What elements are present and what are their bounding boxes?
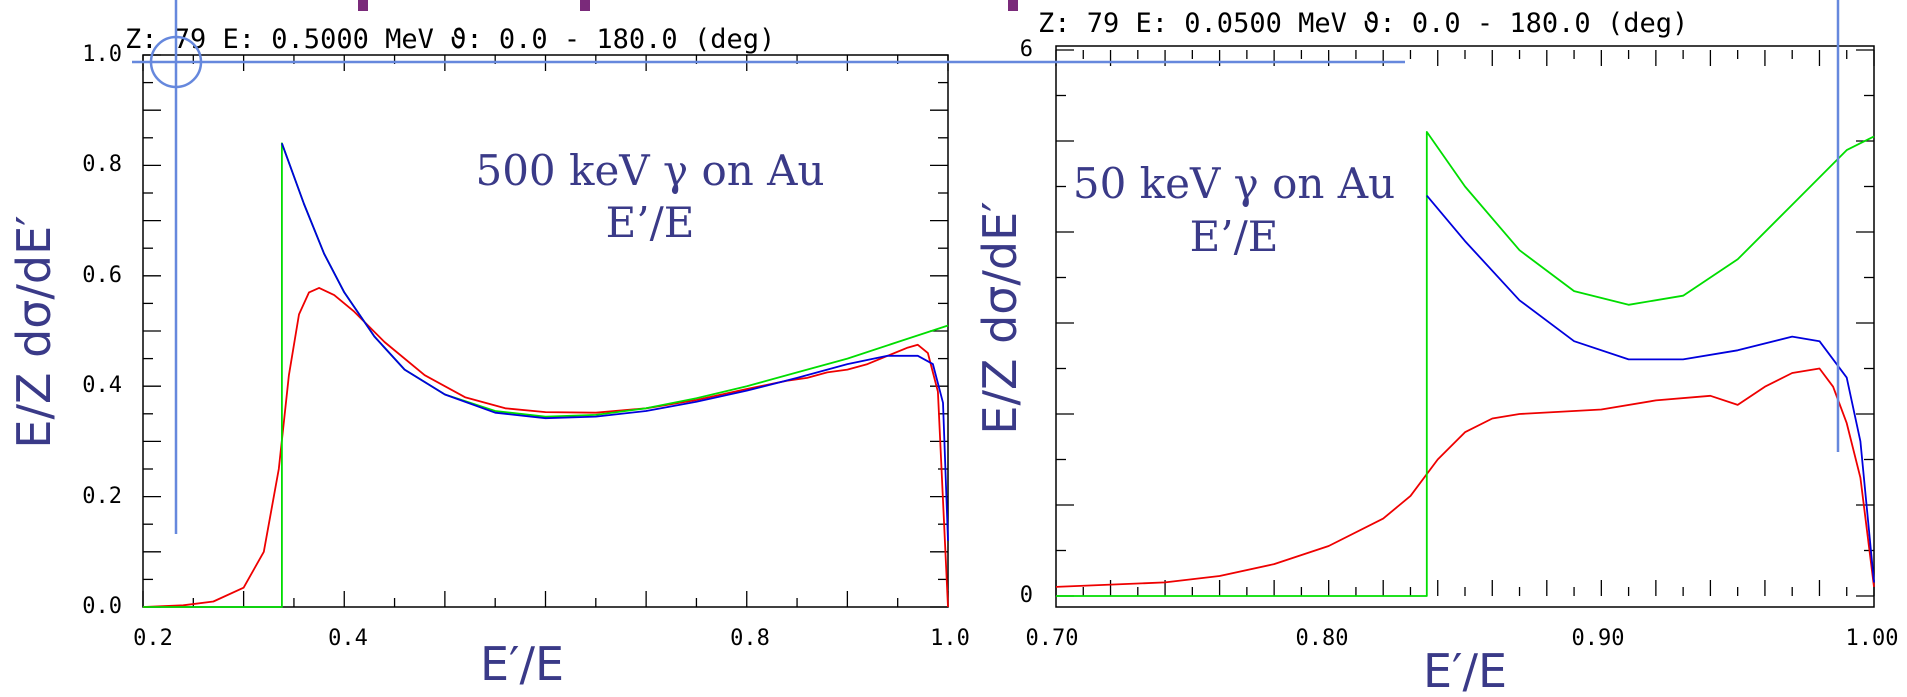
blue-series-line (281, 142, 949, 541)
left-plot-frame (142, 54, 949, 608)
headline-fragment-3 (1008, 0, 1018, 11)
red-series-line (142, 286, 949, 608)
red-series-line (1055, 367, 1875, 588)
right-x-axis-label: E′/E (1423, 644, 1507, 697)
right-series-group (1055, 130, 1875, 597)
left-y-tick-label: 0.6 (82, 263, 122, 288)
green-series-line (143, 142, 949, 608)
right-plot-frame (1055, 45, 1875, 608)
blue-series-line (1426, 195, 1875, 583)
left-x-tick-label: 1.0 (930, 626, 970, 651)
left-annotation-title: 500 keV γ on Au (475, 146, 824, 195)
left-y-tick-label: 0.4 (82, 373, 122, 398)
overlay-circle-marker (149, 35, 203, 89)
right-x-tick-label: 0.80 (1296, 626, 1349, 651)
left-chart-header: Z: 79 E: 0.5000 MeV ϑ: 0.0 - 180.0 (deg) (125, 24, 775, 55)
right-y-tick-label: 6 (1020, 37, 1033, 62)
right-tick-marks (1055, 49, 1875, 597)
green-series-line (1056, 130, 1875, 597)
left-tick-marks (142, 54, 949, 608)
left-x-tick-label: 0.2 (133, 626, 173, 651)
clipped-headline (358, 0, 1018, 11)
right-y-tick-label: 0 (1020, 583, 1033, 608)
overlay-lines (132, 0, 1840, 534)
right-annotation-subtitle: E’/E (1190, 212, 1279, 261)
right-chart-panel: Z: 79 E: 0.0500 MeV ϑ: 0.0 - 180.0 (deg)… (973, 8, 1898, 697)
left-x-tick-label: 0.4 (328, 626, 368, 651)
right-x-tick-label: 0.90 (1572, 626, 1625, 651)
left-y-tick-label: 0.8 (82, 152, 122, 177)
left-y-tick-label: 0.2 (82, 484, 122, 509)
right-annotation-title: 50 keV γ on Au (1073, 159, 1395, 208)
left-series-group (142, 142, 949, 608)
left-y-tick-label: 0.0 (82, 594, 122, 619)
left-x-tick-label: 0.8 (730, 626, 770, 651)
left-x-axis-label: E′/E (480, 637, 564, 691)
headline-fragment-2 (580, 0, 590, 11)
left-y-tick-label: 1.0 (82, 42, 122, 67)
right-y-axis-label: E/Z dσ/dE′ (973, 201, 1027, 434)
left-y-axis-label: E/Z dσ/dE′ (7, 215, 61, 448)
headline-fragment-1 (358, 0, 368, 11)
left-chart-panel: Z: 79 E: 0.5000 MeV ϑ: 0.0 - 180.0 (deg)… (7, 24, 970, 691)
right-x-tick-label: 1.00 (1846, 626, 1899, 651)
left-annotation-subtitle: E’/E (606, 198, 695, 247)
right-x-tick-label: 0.70 (1026, 626, 1079, 651)
right-chart-header: Z: 79 E: 0.0500 MeV ϑ: 0.0 - 180.0 (deg) (1038, 8, 1688, 39)
